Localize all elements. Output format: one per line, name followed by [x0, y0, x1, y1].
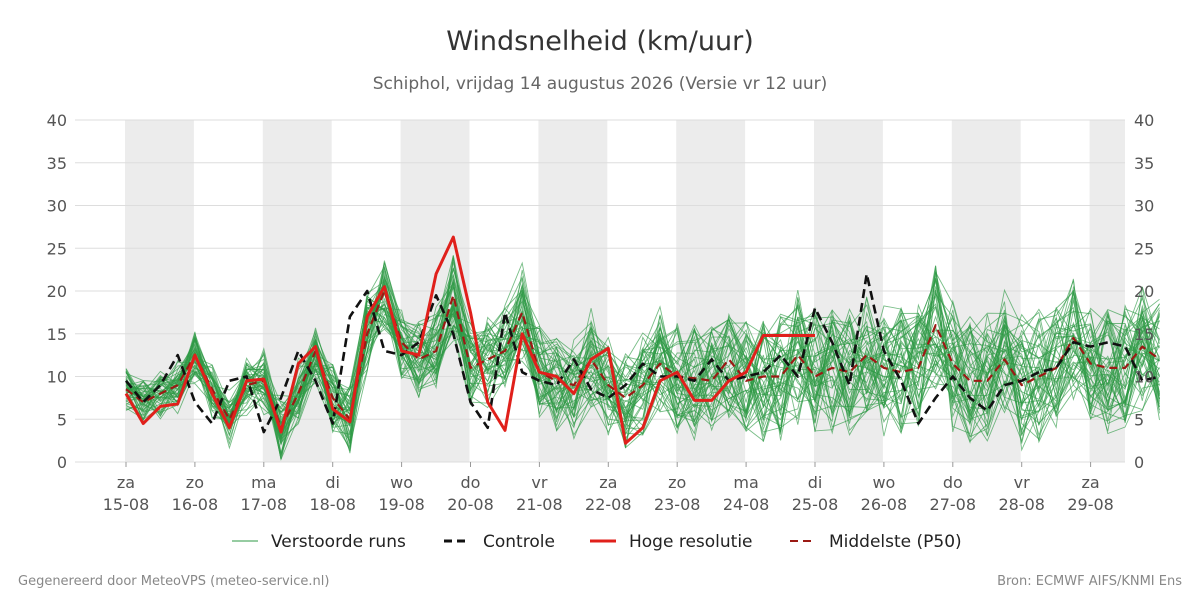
x-tick-day: wo [390, 473, 413, 492]
legend-item-hires: Hoge resolutie [590, 532, 753, 552]
hires-line [124, 235, 815, 445]
legend-item-ensemble: Verstoorde runs [232, 532, 406, 552]
x-tick-day: za [1081, 473, 1099, 492]
legend-label-hires: Hoge resolutie [629, 532, 753, 552]
x-tick-day: vr [1014, 473, 1030, 492]
median-line [125, 289, 1161, 429]
x-tick-day: za [599, 473, 617, 492]
x-tick-date: 19-08 [378, 495, 425, 514]
y-tick-label-left: 40 [47, 111, 67, 130]
ensemble-run [125, 297, 1160, 460]
x-tick-day: zo [668, 473, 686, 492]
x-tick-day: do [943, 473, 963, 492]
ensemble-run [125, 288, 1160, 454]
x-tick-date: 25-08 [792, 495, 839, 514]
x-axis: za 15-08 zo 16-08 ma 17-08 di 18-08 wo 19-08 do 20-… [103, 462, 1114, 514]
x-tick-day: ma [733, 473, 758, 492]
y-tick-label-right: 0 [1134, 453, 1144, 472]
footer-credit: Gegenereerd door MeteoVPS (meteo-service… [18, 574, 329, 589]
x-tick-date: 23-08 [654, 495, 701, 514]
legend-label-ensemble: Verstoorde runs [271, 532, 406, 552]
legend: Verstoorde runs Controle Hoge resolutie … [232, 532, 962, 552]
x-tick-day: za [117, 473, 135, 492]
chart-title: Windsnelheid (km/uur) [446, 26, 754, 57]
x-tick-day: wo [872, 473, 895, 492]
x-tick-date: 15-08 [103, 495, 150, 514]
y-tick-label-right: 35 [1134, 154, 1154, 173]
footer-source: Bron: ECMWF AIFS/KNMI Ens [997, 574, 1182, 589]
x-tick-date: 16-08 [172, 495, 219, 514]
y-tick-label-right: 40 [1134, 111, 1154, 130]
x-tick-day: do [461, 473, 481, 492]
y-tick-label-right: 25 [1134, 239, 1154, 258]
ensemble-run [125, 260, 1160, 446]
y-tick-label-left: 30 [47, 197, 67, 216]
x-tick-day: ma [251, 473, 276, 492]
y-tick-label-left: 5 [57, 410, 67, 429]
x-tick-date: 20-08 [447, 495, 494, 514]
y-tick-label-right: 15 [1134, 325, 1154, 344]
x-tick-date: 22-08 [585, 495, 632, 514]
x-tick-day: di [808, 473, 823, 492]
legend-item-median: Middelste (P50) [790, 532, 962, 552]
y-tick-label-right: 30 [1134, 197, 1154, 216]
ensemble-run [125, 271, 1160, 435]
y-axis-left: 0 5 10 15 20 25 30 35 40 [47, 111, 67, 472]
x-tick-day: vr [531, 473, 547, 492]
control-line [124, 272, 1160, 434]
x-tick-date: 17-08 [241, 495, 288, 514]
legend-label-median: Middelste (P50) [829, 532, 962, 552]
ensemble-run [125, 295, 1160, 449]
ensemble-run [125, 273, 1160, 449]
x-tick-date: 28-08 [998, 495, 1045, 514]
chart-subtitle: Schiphol, vrijdag 14 augustus 2026 (Vers… [373, 74, 828, 94]
x-tick-date: 26-08 [861, 495, 908, 514]
ensemble-run [125, 272, 1160, 445]
x-tick-date: 24-08 [723, 495, 770, 514]
ensemble-run [125, 276, 1160, 452]
legend-item-control: Controle [444, 532, 555, 552]
ensemble-run [125, 278, 1160, 436]
ensemble-run [125, 285, 1160, 443]
x-tick-date: 18-08 [309, 495, 356, 514]
legend-label-control: Controle [483, 532, 555, 552]
y-tick-label-right: 20 [1134, 282, 1154, 301]
y-axis-right: 0 5 10 15 20 25 30 35 40 [1134, 111, 1154, 472]
y-tick-label-left: 35 [47, 154, 67, 173]
ensemble-run [125, 305, 1160, 444]
y-tick-label-left: 15 [47, 325, 67, 344]
x-tick-date: 21-08 [516, 495, 563, 514]
y-tick-label-right: 10 [1134, 368, 1154, 387]
y-tick-label-left: 20 [47, 282, 67, 301]
y-tick-label-right: 5 [1134, 410, 1144, 429]
x-tick-day: di [325, 473, 340, 492]
main-series [124, 235, 1161, 445]
x-tick-day: zo [186, 473, 204, 492]
y-tick-label-left: 10 [47, 368, 67, 387]
x-tick-date: 27-08 [930, 495, 977, 514]
y-tick-label-left: 25 [47, 239, 67, 258]
y-tick-label-left: 0 [57, 453, 67, 472]
x-tick-date: 29-08 [1067, 495, 1114, 514]
